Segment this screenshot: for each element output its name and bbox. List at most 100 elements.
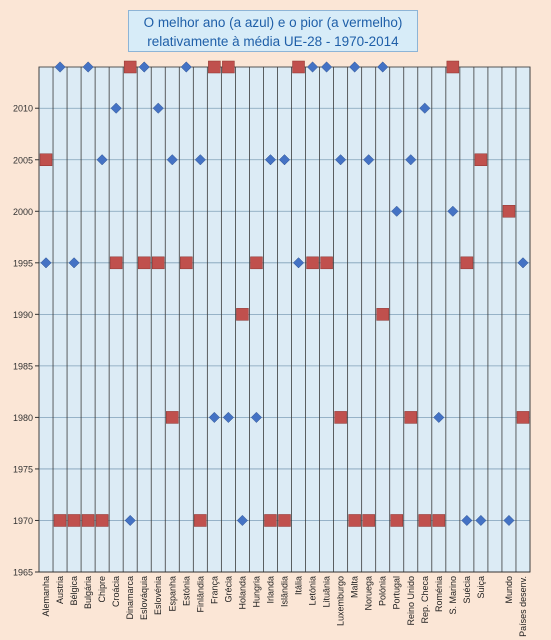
x-tick-label: Dinamarca	[125, 576, 135, 620]
y-tick-label: 2010	[13, 104, 33, 114]
worst-year-marker	[348, 514, 361, 527]
best-year-marker	[405, 154, 417, 166]
best-year-marker	[194, 154, 206, 166]
best-year-marker	[152, 102, 164, 114]
grid-lines	[38, 67, 531, 573]
worst-year-marker	[320, 256, 333, 270]
worst-year-marker	[418, 514, 432, 527]
y-tick-label: 1980	[13, 413, 33, 423]
worst-year-marker	[180, 256, 193, 270]
x-tick-label: S. Marino	[448, 576, 458, 615]
best-year-marker	[236, 514, 248, 527]
best-year-marker	[517, 257, 529, 269]
worst-year-marker	[81, 514, 95, 527]
x-tick-label: Roménia	[434, 576, 444, 612]
best-year-marker	[222, 411, 234, 423]
x-tick-label: Itália	[294, 576, 304, 595]
worst-year-marker	[502, 205, 516, 218]
worst-year-marker	[222, 60, 235, 74]
title-line-2: relativamente à média UE-28 - 1970-2014	[147, 34, 399, 49]
x-tick-label: Hungria	[251, 576, 261, 608]
x-tick-label: Suiça	[476, 576, 486, 599]
best-year-marker	[335, 154, 347, 166]
x-tick-label: Alemanha	[41, 576, 51, 617]
x-tick-label: Austria	[55, 576, 65, 604]
best-year-marker	[250, 411, 262, 423]
x-tick-label: Islândia	[280, 576, 290, 607]
y-axis-ticks: 1965 1970 1975 1980 1985 1990 1995 2000 2005 2010	[13, 104, 39, 578]
x-tick-label: Lituânia	[322, 576, 332, 608]
worst-year-marker	[362, 514, 375, 527]
worst-year-marker	[137, 256, 151, 270]
best-year-marker	[391, 205, 403, 217]
worst-year-marker	[194, 514, 207, 527]
x-tick-label: Grécia	[223, 576, 233, 603]
best-year-marker	[110, 102, 122, 114]
x-tick-label: Mundo	[504, 576, 514, 604]
x-axis-labels: Alemanha Austria Bélgica Bulgária Chipre Croá…	[41, 576, 528, 637]
x-tick-label: Bulgária	[83, 576, 93, 609]
worst-year-marker	[250, 256, 263, 270]
x-tick-label: Finlândia	[195, 576, 205, 613]
x-tick-label: Chipre	[97, 576, 107, 603]
best-year-marker	[447, 205, 459, 217]
worst-year-marker	[236, 308, 249, 321]
worst-year-marker	[278, 514, 291, 527]
x-tick-label: França	[209, 576, 219, 604]
best-year-marker	[307, 61, 319, 73]
best-year-marker	[180, 61, 192, 73]
y-tick-label: 1975	[13, 464, 33, 474]
worst-year-marker	[109, 256, 123, 270]
best-year-marker	[54, 61, 66, 73]
y-tick-label: 1985	[13, 361, 33, 371]
best-year-marker	[292, 257, 305, 269]
best-year-marker	[475, 514, 487, 527]
worst-year-marker	[53, 514, 67, 527]
worst-year-marker	[123, 60, 137, 74]
best-year-marker	[321, 61, 333, 73]
worst-year-marker	[376, 308, 389, 321]
best-year-marker	[124, 514, 136, 527]
y-tick-label: 1970	[13, 516, 33, 526]
worst-year-marker	[516, 411, 530, 424]
best-year-marker	[278, 154, 291, 166]
best-year-marker	[264, 154, 277, 166]
best-year-marker	[503, 514, 515, 527]
worst-year-marker	[432, 514, 446, 527]
x-tick-label: Rep. Checa	[420, 576, 430, 624]
plot-area	[38, 66, 531, 573]
worst-year-marker	[67, 514, 81, 527]
x-tick-label: Portugal	[392, 576, 402, 610]
x-tick-label: Países desenv.	[518, 576, 528, 637]
best-year-marker	[461, 514, 473, 527]
best-year-marker	[138, 61, 150, 73]
x-tick-label: Bélgica	[69, 576, 79, 606]
worst-year-marker	[446, 60, 460, 74]
x-tick-label: Eslovénia	[153, 576, 163, 615]
worst-year-marker	[151, 256, 165, 270]
data-markers	[39, 60, 530, 527]
worst-year-marker	[306, 256, 319, 270]
worst-year-marker	[460, 256, 474, 270]
best-year-marker	[208, 411, 220, 423]
x-tick-label: Malta	[350, 576, 360, 598]
worst-year-marker	[39, 153, 53, 167]
y-tick-label: 1995	[13, 258, 33, 268]
x-tick-label: Irlanda	[265, 576, 275, 604]
best-year-marker	[419, 102, 431, 114]
best-year-marker	[433, 411, 445, 423]
best-year-marker	[40, 257, 52, 269]
worst-year-marker	[404, 411, 418, 424]
best-year-marker	[377, 61, 389, 73]
best-year-marker	[68, 257, 80, 269]
y-tick-label: 1965	[13, 568, 33, 578]
x-tick-label: Reino Unido	[406, 576, 416, 626]
best-year-marker	[82, 61, 94, 73]
x-tick-label: Eslováquia	[139, 576, 149, 620]
y-tick-label: 2005	[13, 155, 33, 165]
x-tick-label: Espanha	[167, 576, 177, 612]
x-tick-label: Polónia	[378, 576, 388, 606]
y-tick-label: 2000	[13, 207, 33, 217]
worst-year-marker	[334, 411, 347, 424]
